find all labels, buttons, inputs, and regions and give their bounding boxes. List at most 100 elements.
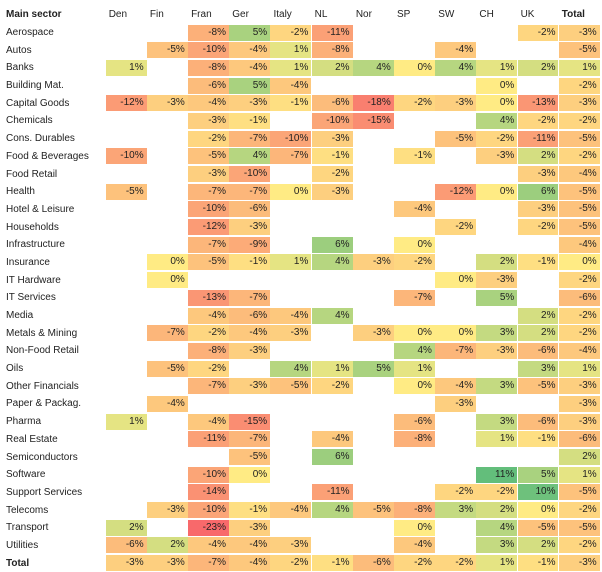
heat-cell <box>353 131 394 147</box>
heat-cell <box>353 78 394 94</box>
row-label: Health <box>6 186 35 198</box>
column-header-den: Den <box>108 8 128 20</box>
heat-cell <box>147 184 188 200</box>
heat-cell: -7% <box>229 183 271 200</box>
heat-cell <box>147 219 188 235</box>
heat-cell: -5% <box>558 183 600 200</box>
heat-cell: -3% <box>558 413 600 430</box>
heat-cell <box>106 131 147 147</box>
heat-cell: -6% <box>517 413 559 430</box>
heat-cell <box>476 308 517 324</box>
heat-cell: -7% <box>188 378 229 395</box>
row-label: Total <box>6 557 30 569</box>
heat-cell: 1% <box>270 254 312 271</box>
column-header-nl: NL <box>314 8 328 20</box>
heat-cell: 1% <box>558 59 600 76</box>
heat-cell <box>394 184 435 200</box>
heat-cell: -1% <box>229 112 271 129</box>
heat-cell <box>435 520 476 536</box>
heat-cell <box>106 361 147 377</box>
heat-cell: -4% <box>188 95 229 112</box>
heat-cell: -3% <box>476 272 518 289</box>
heat-cell <box>106 308 147 324</box>
heat-cell: -5% <box>517 519 559 536</box>
heat-cell: 1% <box>476 431 518 448</box>
heat-cell: -5% <box>435 130 477 147</box>
heat-cell: 1% <box>270 42 312 59</box>
heat-cell <box>312 78 353 94</box>
row-label: Infrastructure <box>6 239 65 251</box>
heat-cell: 4% <box>311 254 353 271</box>
heat-cell <box>518 396 559 412</box>
heat-cell <box>353 148 394 164</box>
heat-cell <box>147 148 188 164</box>
heat-cell <box>106 237 147 253</box>
heat-cell: -3% <box>352 325 394 342</box>
heat-cell <box>312 520 353 536</box>
heat-cell <box>435 414 476 430</box>
heat-cell <box>476 396 517 412</box>
heat-cell <box>353 166 394 182</box>
heat-cell: -1% <box>311 148 353 165</box>
row-label: Aerospace <box>6 27 54 39</box>
table-row: IT Hardware 0% 0% -3% -2% <box>4 271 600 289</box>
heat-cell: 0% <box>558 254 600 271</box>
heat-cell: -7% <box>270 148 312 165</box>
heat-cell <box>147 449 188 465</box>
heat-cell <box>106 201 147 217</box>
table-row: Food & Beverages -10% -5% 4% -7% -1% -1% -3% 2% -… <box>4 148 600 166</box>
heat-cell <box>353 25 394 41</box>
heat-cell: -15% <box>352 112 394 129</box>
heat-cell: 11% <box>476 466 518 483</box>
heat-cell <box>312 201 353 217</box>
heat-cell: 1% <box>558 360 600 377</box>
heat-cell: -3% <box>476 342 518 359</box>
heat-cell <box>353 201 394 217</box>
heat-cell <box>106 290 147 306</box>
heat-cell: 1% <box>558 466 600 483</box>
heat-cell: -1% <box>229 254 271 271</box>
row-label: Autos <box>6 44 32 56</box>
heat-cell: -2% <box>558 148 600 165</box>
heat-cell: -7% <box>229 431 271 448</box>
heat-cell: 1% <box>105 59 147 76</box>
heat-cell: 5% <box>517 466 559 483</box>
row-label: Paper & Packag. <box>6 398 82 410</box>
heat-cell: 1% <box>394 360 435 377</box>
corner-label: Main sector <box>6 9 62 21</box>
table-row: Telecoms -3% -10% -1% -4% 4% -5% -8% 3% 2% 0% -2% <box>4 501 600 519</box>
table-row: Media -4% -6% -4% 4% 2% -2% <box>4 307 600 325</box>
heat-cell: -2% <box>558 307 600 324</box>
heat-cell <box>270 201 311 217</box>
row-label: Hotel & Leisure <box>6 203 75 215</box>
heat-cell: -3% <box>558 555 600 572</box>
heat-cell: -11% <box>188 431 229 448</box>
heat-cell: -5% <box>188 148 229 165</box>
heat-cell: -2% <box>311 166 353 183</box>
heat-cell <box>106 484 147 500</box>
table-row: IT Services -13% -7% -7% 5% -6% <box>4 289 600 307</box>
heat-cell: -11% <box>311 24 353 41</box>
heat-cell: 5% <box>476 289 518 306</box>
row-label: Banks <box>6 62 34 74</box>
heat-cell: 4% <box>229 148 271 165</box>
table-row: Semiconductors -5% 6% 2% <box>4 448 600 466</box>
heat-cell <box>147 431 188 447</box>
heat-cell: -2% <box>394 95 435 112</box>
heat-cell <box>270 467 311 483</box>
heat-cell: 2% <box>517 148 559 165</box>
heat-cell: 2% <box>476 254 518 271</box>
heat-cell: 0% <box>394 378 435 395</box>
heat-cell: -1% <box>311 555 353 572</box>
heat-cell: -4% <box>270 307 312 324</box>
heat-cell: 3% <box>435 502 477 519</box>
heat-cell: -2% <box>517 24 559 41</box>
row-label: Non-Food Retail <box>6 345 79 357</box>
heat-cell: -2% <box>517 219 559 236</box>
heat-cell: 10% <box>517 484 559 501</box>
table-row: Food Retail -3% -10% -2% -3% -4% <box>4 165 600 183</box>
row-label: IT Hardware <box>6 274 61 286</box>
table-row: Autos -5% -10% -4% 1% -8% -4% -5% <box>4 41 600 59</box>
heat-cell <box>518 449 559 465</box>
heat-cell: -3% <box>146 555 188 572</box>
